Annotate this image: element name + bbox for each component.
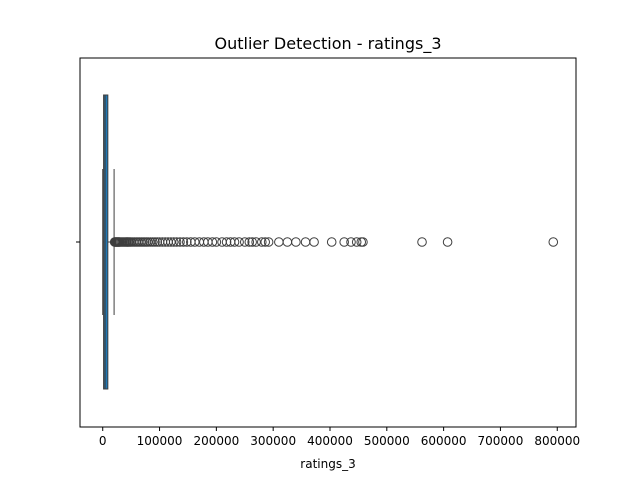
outlier-point <box>300 237 311 247</box>
outlier-point <box>178 237 189 247</box>
x-axis: 0 100000 200000 300000 400000 500000 600000 700… <box>99 427 580 448</box>
outlier-point <box>358 237 368 247</box>
x-tick-label: 400000 <box>307 434 353 448</box>
x-tick-label: 300000 <box>250 434 296 448</box>
outlier-point <box>548 237 559 247</box>
outlier-point <box>207 237 218 247</box>
x-tick-label: 0 <box>99 434 107 448</box>
outlier-point <box>247 237 257 247</box>
outlier-point <box>417 237 427 247</box>
x-tick-label: 800000 <box>534 434 580 448</box>
outlier-point <box>282 237 293 247</box>
outlier-point <box>351 237 362 247</box>
outlier-point <box>263 237 274 247</box>
outlier-point <box>326 237 337 247</box>
plot-area <box>102 94 559 390</box>
outlier-point <box>291 237 301 247</box>
chart-title: Outlier Detection - ratings_3 <box>215 34 442 54</box>
x-tick-label: 200000 <box>193 434 239 448</box>
outlier-point <box>309 237 319 247</box>
outlier-point <box>274 237 284 247</box>
outlier-point <box>346 237 356 247</box>
outlier-point <box>244 237 255 247</box>
outlier-point <box>211 237 222 247</box>
outlier-point <box>234 237 244 247</box>
outlier-point <box>257 237 267 247</box>
outlier-point <box>152 237 163 247</box>
x-axis-label: ratings_3 <box>300 457 355 471</box>
outlier-point <box>229 237 240 247</box>
outlier-point <box>442 237 453 247</box>
x-tick-label: 600000 <box>421 434 467 448</box>
outlier-point <box>171 237 182 247</box>
outlier-point <box>147 237 158 247</box>
outlier-point <box>168 237 179 247</box>
x-tick-label: 100000 <box>137 434 183 448</box>
outlier-point <box>150 237 160 247</box>
box-iqr <box>103 94 109 390</box>
outlier-point <box>221 237 232 247</box>
outlier-point <box>239 237 250 247</box>
x-tick-label: 700000 <box>478 434 524 448</box>
outlier-point <box>175 237 185 247</box>
outlier-point <box>339 237 349 247</box>
x-tick-label: 500000 <box>364 434 410 448</box>
outlier-point <box>260 237 271 247</box>
outlier-point <box>182 237 192 247</box>
